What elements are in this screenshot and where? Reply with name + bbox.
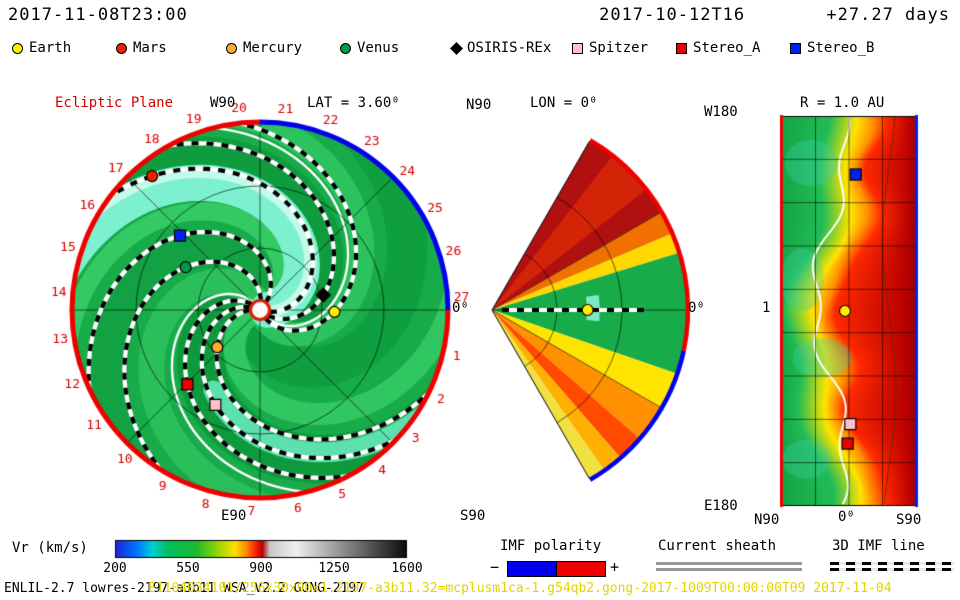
- legend-item-label: OSIRIS-REx: [467, 40, 552, 56]
- map-radius-tick: 1: [762, 300, 771, 316]
- ecliptic-zero-lon-label: 0⁰: [452, 300, 469, 316]
- ecliptic-plane-plot: [40, 90, 480, 530]
- map-axis-zero: 0⁰: [838, 509, 855, 525]
- legend-item-label: Mars: [133, 40, 167, 56]
- earth-marker-icon: [12, 42, 23, 54]
- legend-item-osiris-rex: OSIRIS-REx: [450, 40, 552, 56]
- spitzer-marker-icon: [572, 42, 583, 54]
- legend-item-label: Stereo_B: [807, 40, 875, 56]
- meridional-n90-label: N90: [466, 97, 492, 113]
- osiris-rex-marker-icon: [450, 41, 463, 55]
- legend-item-stereo-a: Stereo_A: [676, 40, 760, 56]
- legend-item-label: Mercury: [243, 40, 303, 56]
- legend-item-label: Venus: [357, 40, 400, 56]
- current-sheath-label: Current sheath: [658, 538, 777, 554]
- radius-map-plot: [775, 110, 925, 514]
- legend-item-stereo-b: Stereo_B: [790, 40, 874, 56]
- colorbar-tick: 1600: [391, 561, 423, 576]
- map-axis-n90: N90: [754, 512, 780, 528]
- run-start-datetime: 2017-10-12T16: [599, 5, 746, 25]
- meridional-plane-plot: [482, 108, 702, 512]
- meridional-title: LON = 0⁰: [530, 95, 598, 111]
- marker-legend-row: Earth Mars Mercury Venus OSIRIS-REx Spitzer St…: [0, 40, 960, 60]
- legend-item-mars: Mars: [116, 40, 167, 56]
- map-title: R = 1.0 AU: [800, 95, 885, 111]
- map-axis-s90: S90: [896, 512, 922, 528]
- stereo-b-marker-icon: [790, 42, 801, 54]
- imf-negative-swatch: [507, 561, 557, 577]
- legend-item-label: Earth: [29, 40, 72, 56]
- run-id-text: E1104034101/256x30x90x1.2197-a3b11.32=mc…: [148, 581, 892, 596]
- imf-plus-sign: +: [610, 558, 620, 576]
- run-start-elapsed: 2017-10-12T16 +27.27 days: [599, 5, 950, 25]
- imf-polarity-sample: − +: [490, 558, 640, 578]
- ecliptic-e90-label: E90: [221, 508, 247, 524]
- colorbar-ticks: 200 550 900 1250 1600: [103, 561, 422, 577]
- legend-item-label: Stereo_A: [693, 40, 761, 56]
- venus-marker-icon: [340, 42, 351, 54]
- imf-polarity-label: IMF polarity: [500, 538, 602, 554]
- sheath-line-1: [656, 562, 802, 565]
- legend-item-label: Spitzer: [589, 40, 649, 56]
- current-sheath-sample: [656, 562, 802, 571]
- ecliptic-title: Ecliptic Plane: [55, 95, 174, 111]
- colorbar-tick: 900: [249, 561, 273, 576]
- imf-line-label: 3D IMF line: [832, 538, 925, 554]
- imf-positive-swatch: [556, 561, 606, 577]
- colorbar-tick: 1250: [318, 561, 350, 576]
- imf-line-sample: [830, 562, 954, 571]
- sheath-line-2: [656, 568, 802, 571]
- imf-minus-sign: −: [490, 558, 500, 576]
- colorbar-label: Vr (km/s): [12, 540, 88, 556]
- imf-dashed-line-1: [830, 562, 954, 565]
- elapsed-days: +27.27 days: [826, 5, 950, 25]
- vr-colorbar: [113, 538, 409, 560]
- legend-item-venus: Venus: [340, 40, 399, 56]
- current-datetime: 2017-11-08T23:00: [8, 5, 188, 25]
- mercury-marker-icon: [226, 42, 237, 54]
- map-w180-label: W180: [704, 104, 738, 120]
- meridional-s90-label: S90: [460, 508, 486, 524]
- colorbar-tick: 200: [103, 561, 127, 576]
- mars-marker-icon: [116, 42, 127, 54]
- meridional-zero-label: 0⁰: [688, 300, 705, 316]
- legend-item-earth: Earth: [12, 40, 71, 56]
- legend-item-mercury: Mercury: [226, 40, 302, 56]
- ecliptic-lat-label: LAT = 3.60⁰: [307, 95, 400, 111]
- imf-dashed-line-2: [830, 568, 954, 571]
- legend-item-spitzer: Spitzer: [572, 40, 648, 56]
- colorbar-tick: 550: [176, 561, 200, 576]
- stereo-a-marker-icon: [676, 42, 687, 54]
- map-e180-label: E180: [704, 498, 738, 514]
- ecliptic-w90-label: W90: [210, 95, 236, 111]
- model-version-text: ENLIL-2.7 lowres-2197-a3b11 WSA_V2.2 GON…: [4, 581, 365, 596]
